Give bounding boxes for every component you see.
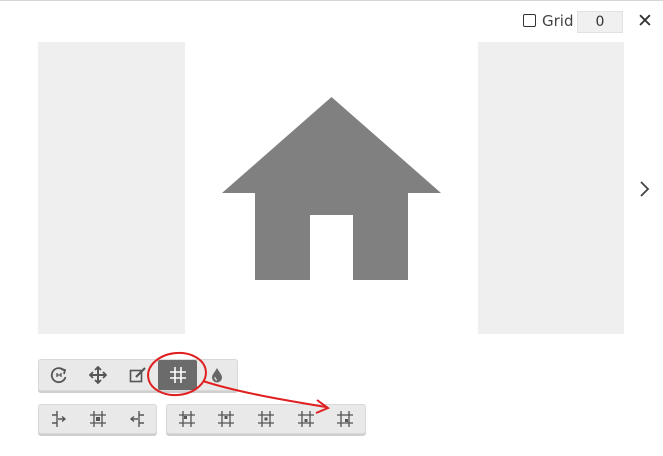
- align-left-icon: [50, 410, 68, 428]
- color-button[interactable]: [197, 360, 237, 390]
- preview-right-panel: [478, 42, 624, 334]
- position-bottom-button[interactable]: [286, 405, 326, 433]
- move-button[interactable]: [79, 360, 119, 390]
- rotate-button[interactable]: [39, 360, 79, 390]
- position-top-left-icon: [178, 410, 196, 428]
- edit-button[interactable]: [118, 360, 158, 390]
- color-drop-icon: [208, 366, 226, 384]
- align-left-button[interactable]: [39, 405, 78, 433]
- position-top-left-button[interactable]: [167, 405, 207, 433]
- align-center-button[interactable]: [78, 405, 117, 433]
- align-right-button[interactable]: [117, 405, 156, 433]
- chevron-right-icon: [637, 179, 653, 199]
- align-center-icon: [89, 410, 107, 428]
- grid-label: Grid: [542, 12, 573, 30]
- align-right-icon: [128, 410, 146, 428]
- grid-icon: [169, 366, 187, 384]
- position-center-icon: [257, 410, 275, 428]
- grid-size-input[interactable]: 0: [577, 11, 623, 33]
- home-icon: [222, 97, 441, 280]
- grid-checkbox[interactable]: [523, 14, 536, 27]
- align-toolbar: [38, 404, 157, 434]
- position-top-button[interactable]: [207, 405, 247, 433]
- position-center-button[interactable]: [246, 405, 286, 433]
- position-toolbar: [166, 404, 366, 434]
- next-button[interactable]: [637, 179, 653, 199]
- position-top-icon: [217, 410, 235, 428]
- position-bottom-icon: [297, 410, 315, 428]
- move-icon: [89, 366, 107, 384]
- main-toolbar: [38, 359, 238, 391]
- edit-icon: [129, 366, 147, 384]
- close-icon: ✕: [637, 10, 653, 32]
- position-bottom-right-icon: [336, 410, 354, 428]
- preview-left-panel: [38, 42, 185, 334]
- close-button[interactable]: ✕: [636, 11, 654, 31]
- position-bottom-right-button[interactable]: [325, 405, 365, 433]
- rotate-icon: [50, 366, 68, 384]
- grid-button[interactable]: [158, 360, 198, 390]
